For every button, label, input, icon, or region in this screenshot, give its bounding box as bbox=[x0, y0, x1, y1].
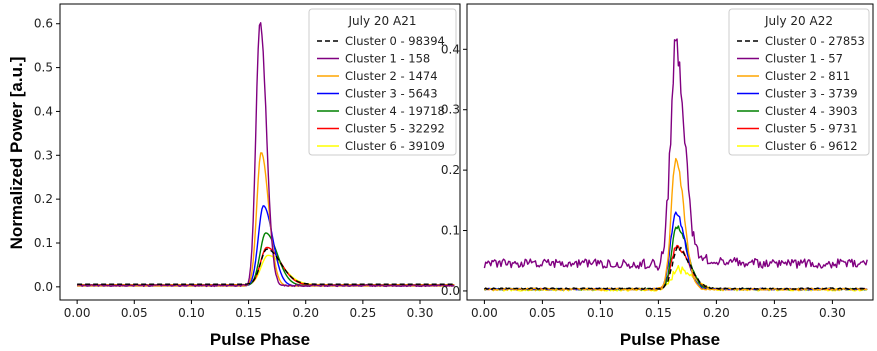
x-tick-label: 0.10 bbox=[587, 306, 614, 320]
series-lines bbox=[483, 38, 868, 292]
series-line bbox=[77, 248, 455, 285]
x-tick-label: 0.00 bbox=[471, 306, 498, 320]
x-tick-label: 0.25 bbox=[761, 306, 788, 320]
series-line bbox=[483, 245, 868, 290]
legend-entry: Cluster 6 - 39109 bbox=[345, 139, 445, 153]
y-tick-label: 0.4 bbox=[441, 42, 460, 56]
series-line bbox=[76, 22, 455, 288]
legend-entry: Cluster 0 - 27853 bbox=[765, 34, 865, 48]
series-line bbox=[483, 264, 868, 292]
y-tick-label: 0.0 bbox=[441, 284, 460, 298]
x-ticks: 0.00 0.05 0.10 0.15 0.20 0.25 0.30 bbox=[64, 300, 434, 320]
x-tick-label: 0.30 bbox=[407, 306, 434, 320]
y-ticks: 0.0 0.1 0.2 0.3 0.4 bbox=[441, 42, 467, 298]
series-line bbox=[77, 254, 455, 286]
chart-panel-right: 0.00 0.05 0.10 0.15 0.20 0.25 0.30 0.00.10.20.… bbox=[441, 3, 874, 349]
x-tick-label: 0.25 bbox=[349, 306, 376, 320]
x-tick-label: 0.10 bbox=[178, 306, 205, 320]
y-tick-label: 0.3 bbox=[441, 103, 460, 117]
legend: July 20 A22 Cluster 0 - 27853 Cluster 1 -… bbox=[728, 8, 870, 156]
legend: July 20 A21 Cluster 0 - 98394 Cluster 1 -… bbox=[308, 8, 457, 156]
y-tick-label: 0.6 bbox=[34, 17, 53, 31]
series-line bbox=[77, 246, 455, 286]
series-line bbox=[77, 232, 455, 287]
x-tick-label: 0.15 bbox=[235, 306, 262, 320]
series-line bbox=[483, 38, 868, 271]
legend-entry: Cluster 0 - 98394 bbox=[345, 34, 445, 48]
y-ticks: 0.0 0.1 0.2 0.3 0.4 0.5 0.6 bbox=[34, 17, 60, 294]
plot-frame bbox=[59, 3, 461, 301]
x-tick-label: 0.30 bbox=[819, 306, 846, 320]
x-ticks: 0.00 0.05 0.10 0.15 0.20 0.25 0.30 bbox=[471, 300, 846, 320]
y-tick-label: 0.0 bbox=[34, 280, 53, 294]
legend-entry: Cluster 2 - 811 bbox=[765, 69, 850, 83]
legend-title: July 20 A22 bbox=[764, 14, 833, 28]
x-tick-label: 0.05 bbox=[121, 306, 148, 320]
legend-entry: Cluster 1 - 57 bbox=[765, 52, 843, 66]
x-tick-label: 0.20 bbox=[292, 306, 319, 320]
legend-frame bbox=[728, 8, 870, 156]
y-tick-label: 0.2 bbox=[441, 163, 460, 177]
series-line bbox=[77, 205, 455, 287]
x-tick-label: 0.15 bbox=[645, 306, 672, 320]
y-tick-label: 0.1 bbox=[441, 224, 460, 238]
figure-ylabel: Normalized Power [a.u.] bbox=[7, 57, 26, 250]
x-tick-label: 0.05 bbox=[529, 306, 556, 320]
legend-entry: Cluster 3 - 5643 bbox=[345, 87, 438, 101]
plot-frame bbox=[466, 3, 874, 301]
legend-entry: Cluster 6 - 9612 bbox=[765, 139, 858, 153]
series-line bbox=[484, 211, 868, 291]
y-tick-label: 0.2 bbox=[34, 192, 53, 206]
chart-panel-left: 0.00 0.05 0.10 0.15 0.20 0.25 0.30 0.00.10.20.… bbox=[34, 3, 461, 349]
legend-entry: Cluster 3 - 3739 bbox=[765, 87, 858, 101]
legend-entry: Cluster 4 - 19718 bbox=[345, 104, 445, 118]
series-line bbox=[484, 225, 868, 291]
y-tick-label: 0.1 bbox=[34, 236, 53, 250]
legend-entry: Cluster 4 - 3903 bbox=[765, 104, 858, 118]
series-lines bbox=[76, 22, 455, 288]
x-tick-label: 0.00 bbox=[64, 306, 91, 320]
legend-entry: Cluster 5 - 9731 bbox=[765, 122, 858, 136]
legend-entry: Cluster 1 - 158 bbox=[345, 52, 430, 66]
y-tick-label: 0.3 bbox=[34, 148, 53, 162]
y-tick-label: 0.5 bbox=[34, 61, 53, 75]
legend-frame bbox=[308, 8, 457, 156]
y-tick-label: 0.4 bbox=[34, 104, 53, 118]
legend-entry: Cluster 5 - 32292 bbox=[345, 122, 445, 136]
legend-title: July 20 A21 bbox=[348, 14, 417, 28]
series-line bbox=[484, 244, 868, 291]
x-axis-label: Pulse Phase bbox=[620, 330, 720, 349]
x-axis-label: Pulse Phase bbox=[210, 330, 310, 349]
x-tick-label: 0.20 bbox=[703, 306, 730, 320]
legend-entry: Cluster 2 - 1474 bbox=[345, 69, 438, 83]
series-line bbox=[77, 152, 455, 287]
